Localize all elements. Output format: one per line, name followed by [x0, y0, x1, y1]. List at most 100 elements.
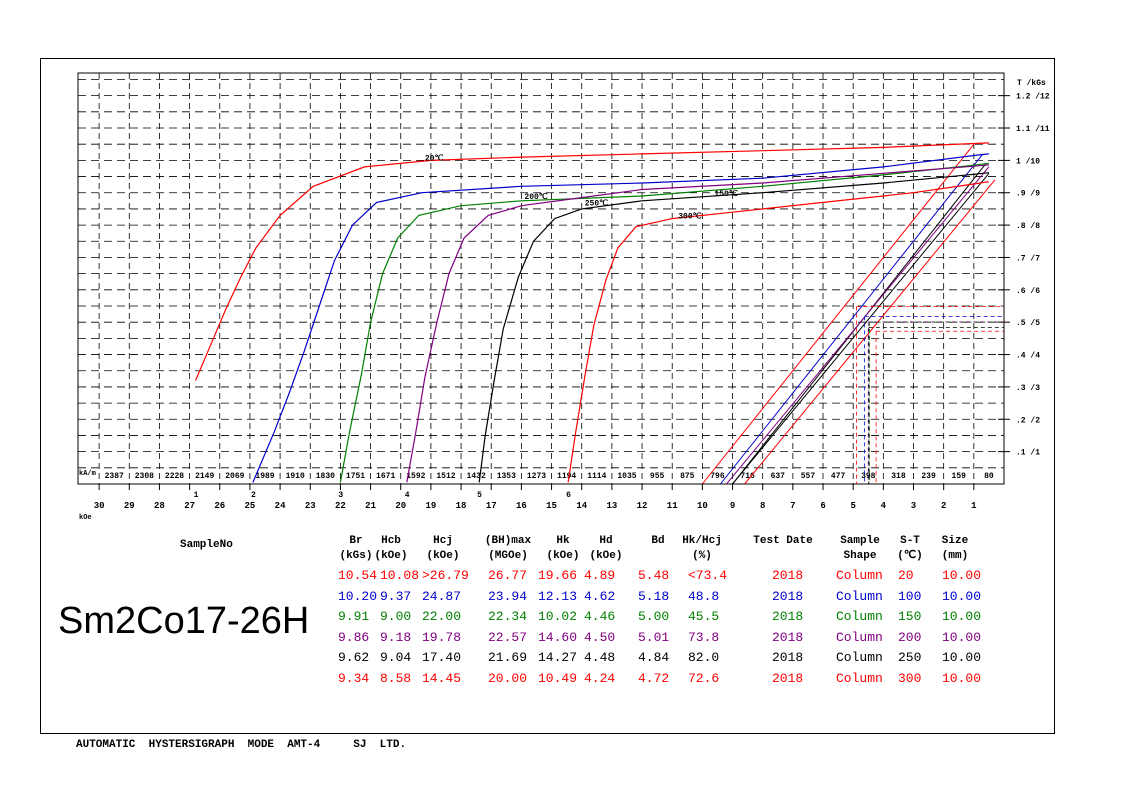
table-cell: Column: [836, 670, 883, 686]
x-tick-label-kA: 318: [891, 472, 906, 481]
recoil-line: [701, 143, 975, 485]
y-tick-label: .9 /9: [1016, 190, 1040, 199]
x-tick-label-kA: 477: [831, 472, 846, 481]
x-tick-label-kOe: 7: [790, 501, 795, 511]
table-header-cell: Sample Shape: [825, 534, 895, 564]
y-tick-label: .8 /8: [1016, 222, 1040, 231]
x-tick-label-kOe: 16: [516, 501, 527, 511]
curve-temperature-label: 20℃: [425, 153, 444, 163]
table-header-cell: Br (kGs): [321, 534, 391, 564]
table-cell: 300: [898, 670, 922, 686]
x-tick-label-kOe: 22: [335, 501, 346, 511]
table-cell: 45.5: [688, 609, 720, 624]
y-tick-label: .7 /7: [1016, 254, 1040, 263]
y-tick-label: .1 /1: [1016, 449, 1040, 458]
curve-number: 1: [194, 491, 199, 500]
table-cell: 14.45: [422, 670, 462, 686]
demag-curve: [406, 164, 989, 483]
header-bottom: (kOe): [546, 550, 580, 562]
x-tick-label-kOe: 15: [546, 501, 557, 511]
x-tick-label-kA: 2308: [135, 472, 154, 481]
x-tick-label-kOe: 21: [365, 501, 376, 511]
table-cell: 4.48: [584, 650, 616, 665]
table-cell: 10.00: [942, 609, 982, 624]
curve-number: 4: [405, 491, 410, 500]
x-tick-label-kOe: 18: [456, 501, 467, 511]
footer-text: AUTOMATIC HYSTERSIGRAPH MODE AMT-4 SJ LT…: [76, 739, 407, 751]
x-tick-label-kA: 1273: [527, 472, 546, 481]
x-tick-label-kOe: 2: [941, 501, 946, 511]
x-tick-label-kA: 637: [771, 472, 786, 481]
table-cell: 72.6: [688, 670, 720, 686]
x-tick-label-kA: 80: [984, 472, 994, 481]
table-cell: 10.54: [338, 568, 378, 583]
header-bottom: (kOe): [426, 550, 460, 562]
header-top: Hd: [599, 535, 613, 547]
header-top: Sample: [840, 535, 880, 547]
table-header-cell: Test Date: [748, 534, 818, 549]
x-tick-label-kA: 1592: [406, 472, 425, 481]
table-header-cell: Hcj (kOe): [408, 534, 478, 564]
table-cell: 10.00: [942, 670, 982, 686]
table-cell: 9.62: [338, 650, 370, 665]
x-tick-label-kOe: 23: [305, 501, 316, 511]
table-cell: 8.58: [380, 670, 412, 686]
table-cell: 9.18: [380, 629, 412, 645]
table-cell: 82.0: [688, 650, 720, 665]
table-cell: 10.20: [338, 588, 378, 604]
table-cell: 9.00: [380, 609, 412, 624]
y-tick-label: .4 /4: [1016, 352, 1040, 361]
table-cell: 2018: [772, 629, 804, 645]
table-cell: 22.00: [422, 609, 462, 624]
table-cell: <73.4: [688, 568, 728, 583]
curve-temperature-label: 300℃: [678, 212, 701, 222]
header-top: (BH)max: [484, 535, 532, 547]
table-header-cell: Hk/Hcj (%): [667, 534, 737, 564]
table-cell: 17.40: [422, 650, 462, 665]
table-header-cell: S-T (℃): [875, 534, 945, 564]
table-header-cell: Bd: [623, 534, 693, 549]
recoil-line: [726, 166, 990, 485]
y-tick-label: 1.2 /12: [1016, 93, 1050, 102]
demag-curve: [339, 162, 989, 483]
report-frame: 1.2 /12 1.1 /11 1 /10.9 /9.8 /8.7 /7.6 /6.…: [40, 58, 1055, 734]
x-tick-label-kOe: 13: [606, 501, 617, 511]
x-tick-label-kOe: 4: [881, 501, 887, 511]
x-tick-label-kOe: 11: [667, 501, 678, 511]
table-header-cell: Hd (kOe): [571, 534, 641, 564]
table-cell: 14.60: [538, 629, 578, 645]
table-cell: 9.04: [380, 650, 412, 665]
header-bottom: (℃): [897, 550, 923, 562]
table-cell: 48.8: [688, 588, 720, 604]
table-cell: 10.02: [538, 609, 578, 624]
table-cell: 10.00: [942, 629, 982, 645]
x-tick-label-kOe: 3: [911, 501, 916, 511]
x-tick-label-kA: 239: [921, 472, 936, 481]
header-bottom: (MGOe): [488, 550, 528, 562]
table-cell: 10.08: [380, 568, 420, 583]
x-tick-label-kA: 2387: [105, 472, 124, 481]
table-cell: 5.01: [638, 629, 670, 645]
demagnetization-chart: 1.2 /121.1 /111 /10.9 /9.8 /8.7 /7.6 /6.…: [77, 72, 1050, 522]
x-tick-label-kA: 1751: [346, 472, 365, 481]
curve-number: 2: [251, 491, 256, 500]
table-cell: 4.62: [584, 588, 616, 604]
y-tick-label: 1 /10: [1016, 157, 1040, 166]
x-tick-label-kOe: 9: [730, 501, 735, 511]
table-cell: 19.66: [538, 568, 578, 583]
table-cell: 4.84: [638, 650, 670, 665]
table-cell: 26.77: [488, 568, 528, 583]
x-tick-label-kOe: 1: [971, 501, 977, 511]
table-cell: 23.94: [488, 588, 528, 604]
x-tick-label-kA: 1432: [467, 472, 486, 481]
x-tick-label-kOe: 25: [245, 501, 256, 511]
x-tick-label-kA: 1353: [497, 472, 516, 481]
table-cell: 2018: [772, 650, 804, 665]
table-cell: 20: [898, 568, 914, 583]
x-tick-label-kOe: 8: [760, 501, 765, 511]
table-cell: 14.27: [538, 650, 578, 665]
x-tick-label-kA: 955: [650, 472, 665, 481]
x-tick-label-kA: 1989: [255, 472, 274, 481]
table-cell: 4.50: [584, 629, 616, 645]
table-cell: 9.91: [338, 609, 370, 624]
